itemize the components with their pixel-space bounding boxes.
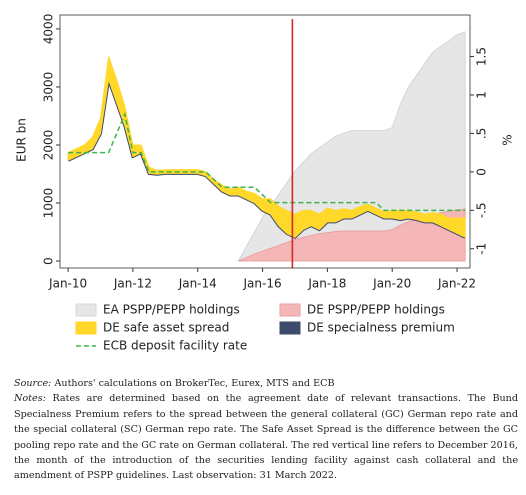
y-tick-label: 4000 [42,14,56,45]
y2-tick-label: -.5 [475,202,489,218]
series-layer [67,19,466,268]
plot-frame [59,14,471,269]
legend-swatch [75,321,97,335]
legend-label: ECB deposit facility rate [103,339,247,353]
legend: EA PSPP/PEPP holdings DE PSPP/PEPP holdin… [70,295,470,361]
source-text: Authors' calculations on BrokerTec, Eure… [51,378,335,389]
source-line: Source: Authors' calculations on BrokerT… [14,376,518,391]
x-tick-label: Jan-18 [307,277,346,291]
y2-axis-label: % [501,134,515,145]
x-tick-label: Jan-16 [243,277,282,291]
x-tick-label: Jan-22 [437,277,476,291]
x-tick-label: Jan-12 [113,277,152,291]
notes-text: Rates are determined based on the agreem… [14,393,518,482]
dashed-line [68,111,466,212]
x-tick-label: Jan-10 [48,277,87,291]
y-tick-label: 1000 [42,188,56,219]
legend-swatch [75,303,97,317]
y-tick-label: 2000 [41,130,55,161]
legend-swatch [279,303,301,317]
area [237,31,466,262]
y-tick-label: 0 [42,257,56,265]
source-label: Source: [14,378,52,389]
y2-tick-label: .5 [475,128,489,139]
x-tick-label: Jan-20 [372,277,411,291]
notes: Source: Authors' calculations on BrokerT… [14,376,518,484]
band [67,56,466,239]
y2-tick-label: -1 [475,243,489,255]
y2-tick-label: 1 [475,91,489,99]
y2-tick-label: 1.5 [475,47,489,66]
legend-label: DE safe asset spread [103,321,229,335]
y-tick-label: 3000 [42,72,56,103]
notes-label: Notes: [14,393,46,405]
legend-frame [70,295,470,361]
legend-swatch [279,321,301,335]
legend-label: DE PSPP/PEPP holdings [307,303,445,317]
notes-paragraph: Notes: Rates are determined based on the… [14,391,518,483]
x-tick-label: Jan-14 [178,277,217,291]
legend-label: EA PSPP/PEPP holdings [103,303,240,317]
y2-tick-label: 0 [475,168,489,176]
legend-label: DE specialness premium [307,321,455,335]
area [238,208,466,262]
chart: EUR bn % 0 1000 2000 3000 4000 -1 -.5 0 .5 1 1.5 Ja… [14,13,515,361]
y-axis-label: EUR bn [15,118,29,162]
